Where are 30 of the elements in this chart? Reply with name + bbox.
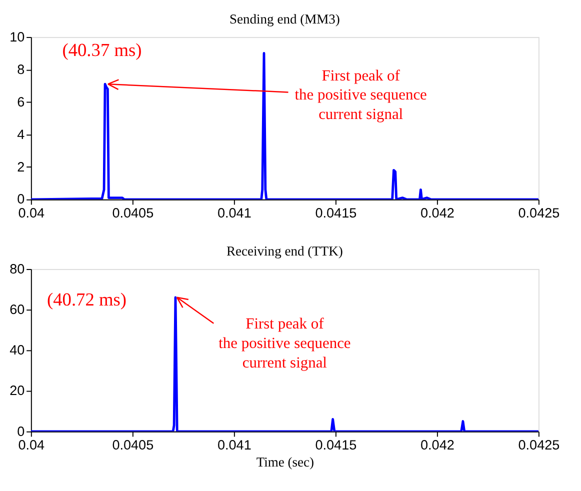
x-tick-label: 0.0415 (315, 205, 357, 220)
x-tick-label: 0.042 (420, 437, 454, 452)
annotation: (40.37 ms) (62, 40, 142, 60)
x-tick-label: 0.0405 (112, 437, 154, 452)
y-tick-label: 80 (10, 261, 25, 276)
y-tick-label: 60 (10, 302, 25, 317)
y-tick-label: 8 (17, 62, 25, 77)
annotation: First peak of the positive sequence current signal (218, 316, 351, 372)
chart-title: Receiving end (TTK) (226, 243, 343, 258)
y-tick-label: 10 (10, 29, 25, 44)
x-tick-label: 0.042 (420, 205, 454, 220)
y-tick-label: 6 (17, 94, 25, 110)
x-tick-label: 0.0425 (518, 437, 560, 452)
annotation: First peak of the positive sequence current signal (294, 67, 428, 124)
x-tick-label: 0.0415 (315, 437, 357, 452)
y-tick-label: 2 (17, 159, 25, 174)
chart-title: Sending end (MM3) (230, 11, 340, 26)
y-tick-label: 40 (10, 342, 25, 358)
annotation: (40.72 ms) (46, 290, 127, 310)
x-tick-label: 0.04 (18, 205, 46, 220)
x-tick-label: 0.0425 (518, 205, 560, 220)
x-axis-title: Time (sec) (256, 454, 314, 470)
x-tick-label: 0.041 (218, 205, 252, 220)
x-tick-label: 0.04 (18, 437, 46, 452)
y-tick-label: 4 (17, 126, 26, 142)
y-tick-label: 0 (17, 192, 25, 207)
x-tick-label: 0.0405 (112, 205, 154, 220)
x-tick-label: 0.041 (218, 437, 252, 452)
y-tick-label: 20 (10, 383, 25, 398)
y-tick-label: 0 (17, 424, 25, 439)
